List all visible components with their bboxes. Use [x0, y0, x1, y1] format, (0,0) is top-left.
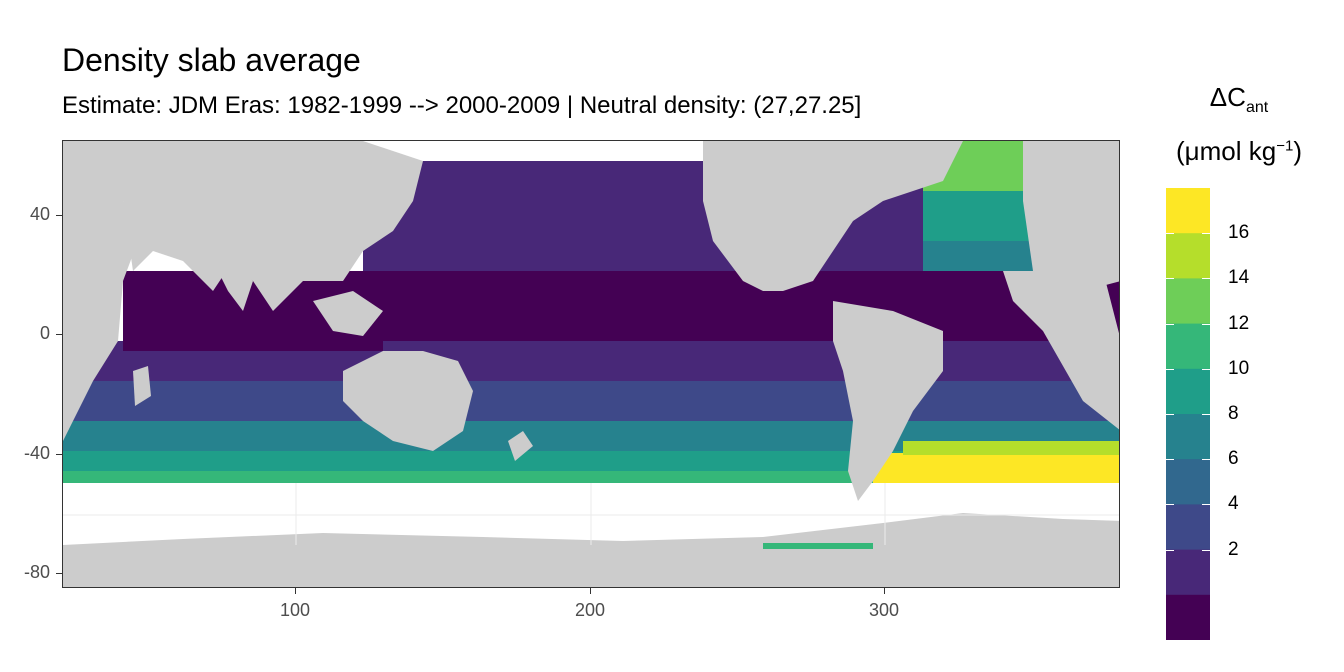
- x-tick-mark: [295, 588, 296, 594]
- colorbar-segment: [1166, 459, 1210, 505]
- y-tick-mark: [56, 215, 62, 216]
- legend-tick-left: [1166, 549, 1174, 551]
- legend-tick-right: [1202, 233, 1210, 235]
- land-antarctica: [63, 513, 1119, 587]
- legend-unit-close: ): [1293, 136, 1302, 166]
- y-tick-mark: [56, 334, 62, 335]
- x-tick-mark: [590, 588, 591, 594]
- grid-lines: [63, 483, 1119, 545]
- ocean-weddell-strip: [763, 543, 873, 549]
- y-tick-label-40: 40: [29, 204, 50, 224]
- legend-tick-left: [1166, 278, 1174, 280]
- legend-tick-left: [1166, 323, 1174, 325]
- colorbar-segment: [1166, 233, 1210, 279]
- land-india: [213, 261, 253, 311]
- chart-subtitle: Estimate: JDM Eras: 1982-1999 --> 2000-2…: [62, 92, 862, 119]
- band-south-atlantic-high: [873, 453, 1119, 483]
- land-maritime-se-asia: [313, 291, 383, 336]
- y-tick-mark: [56, 573, 62, 574]
- band-south-2: [63, 381, 1119, 421]
- y-tick-label-0: 0: [39, 323, 50, 343]
- legend-tick-right: [1202, 278, 1210, 280]
- legend-tick-right: [1202, 323, 1210, 325]
- x-tick-label-200: 200: [574, 600, 606, 620]
- colorbar-segment: [1166, 549, 1210, 596]
- land-new-zealand: [508, 431, 533, 461]
- land-africa-west: [63, 141, 138, 441]
- legend-tick-right: [1202, 459, 1210, 461]
- legend-label: 10: [1228, 357, 1250, 379]
- y-tick-label-neg80: -80: [23, 562, 50, 582]
- land-south-america: [833, 301, 943, 501]
- x-tick-mark: [884, 588, 885, 594]
- y-tick-mark: [56, 454, 62, 455]
- land-africa-east: [1003, 271, 1119, 430]
- legend-title: ΔCant: [1164, 82, 1314, 117]
- land-europe: [1023, 141, 1119, 291]
- legend-label: 14: [1228, 267, 1250, 289]
- legend-label: 8: [1228, 403, 1239, 424]
- legend-label: 12: [1228, 312, 1250, 334]
- map-panel: [62, 140, 1120, 588]
- legend-unit-open: (μmol kg: [1176, 136, 1277, 166]
- map-svg: [63, 141, 1119, 587]
- legend-tick-right: [1202, 414, 1210, 415]
- legend-tick-left: [1166, 504, 1174, 506]
- legend-title-subscript: ant: [1245, 99, 1269, 117]
- colorbar-segment: [1166, 188, 1210, 234]
- legend-label: 2: [1228, 538, 1239, 560]
- colorbar-segment: [1166, 594, 1210, 640]
- y-tick-label-neg40: -40: [23, 443, 50, 463]
- legend-title-symbol: ΔC: [1209, 82, 1246, 112]
- x-tick-label-300: 300: [868, 600, 900, 620]
- legend-tick-left: [1166, 368, 1174, 370]
- land-asia: [123, 141, 423, 311]
- legend-unit-superscript: −1: [1276, 137, 1294, 155]
- band-south-atlantic-sub: [903, 441, 1119, 455]
- legend-label: 16: [1228, 222, 1250, 244]
- chart-title: Density slab average: [62, 42, 361, 78]
- legend-tick-left: [1166, 233, 1174, 235]
- legend-label: 4: [1228, 493, 1239, 515]
- colorbar-segment: [1166, 414, 1210, 460]
- legend-unit: (μmol kg−1): [1164, 136, 1314, 167]
- colorbar-segment: [1166, 278, 1210, 325]
- legend-tick-left: [1166, 414, 1174, 415]
- x-tick-label-100: 100: [279, 600, 311, 620]
- legend-colorbar: [1166, 188, 1210, 640]
- land-madagascar: [133, 366, 151, 406]
- colorbar-segment: [1166, 504, 1210, 551]
- legend-tick-right: [1202, 504, 1210, 506]
- legend-tick-right: [1202, 368, 1210, 370]
- legend-tick-left: [1166, 459, 1174, 461]
- legend-label: 6: [1228, 448, 1239, 470]
- land-australia: [343, 351, 473, 451]
- colorbar-segment: [1166, 368, 1210, 415]
- colorbar-segment: [1166, 323, 1210, 370]
- land-north-america: [703, 141, 963, 291]
- legend-tick-right: [1202, 549, 1210, 551]
